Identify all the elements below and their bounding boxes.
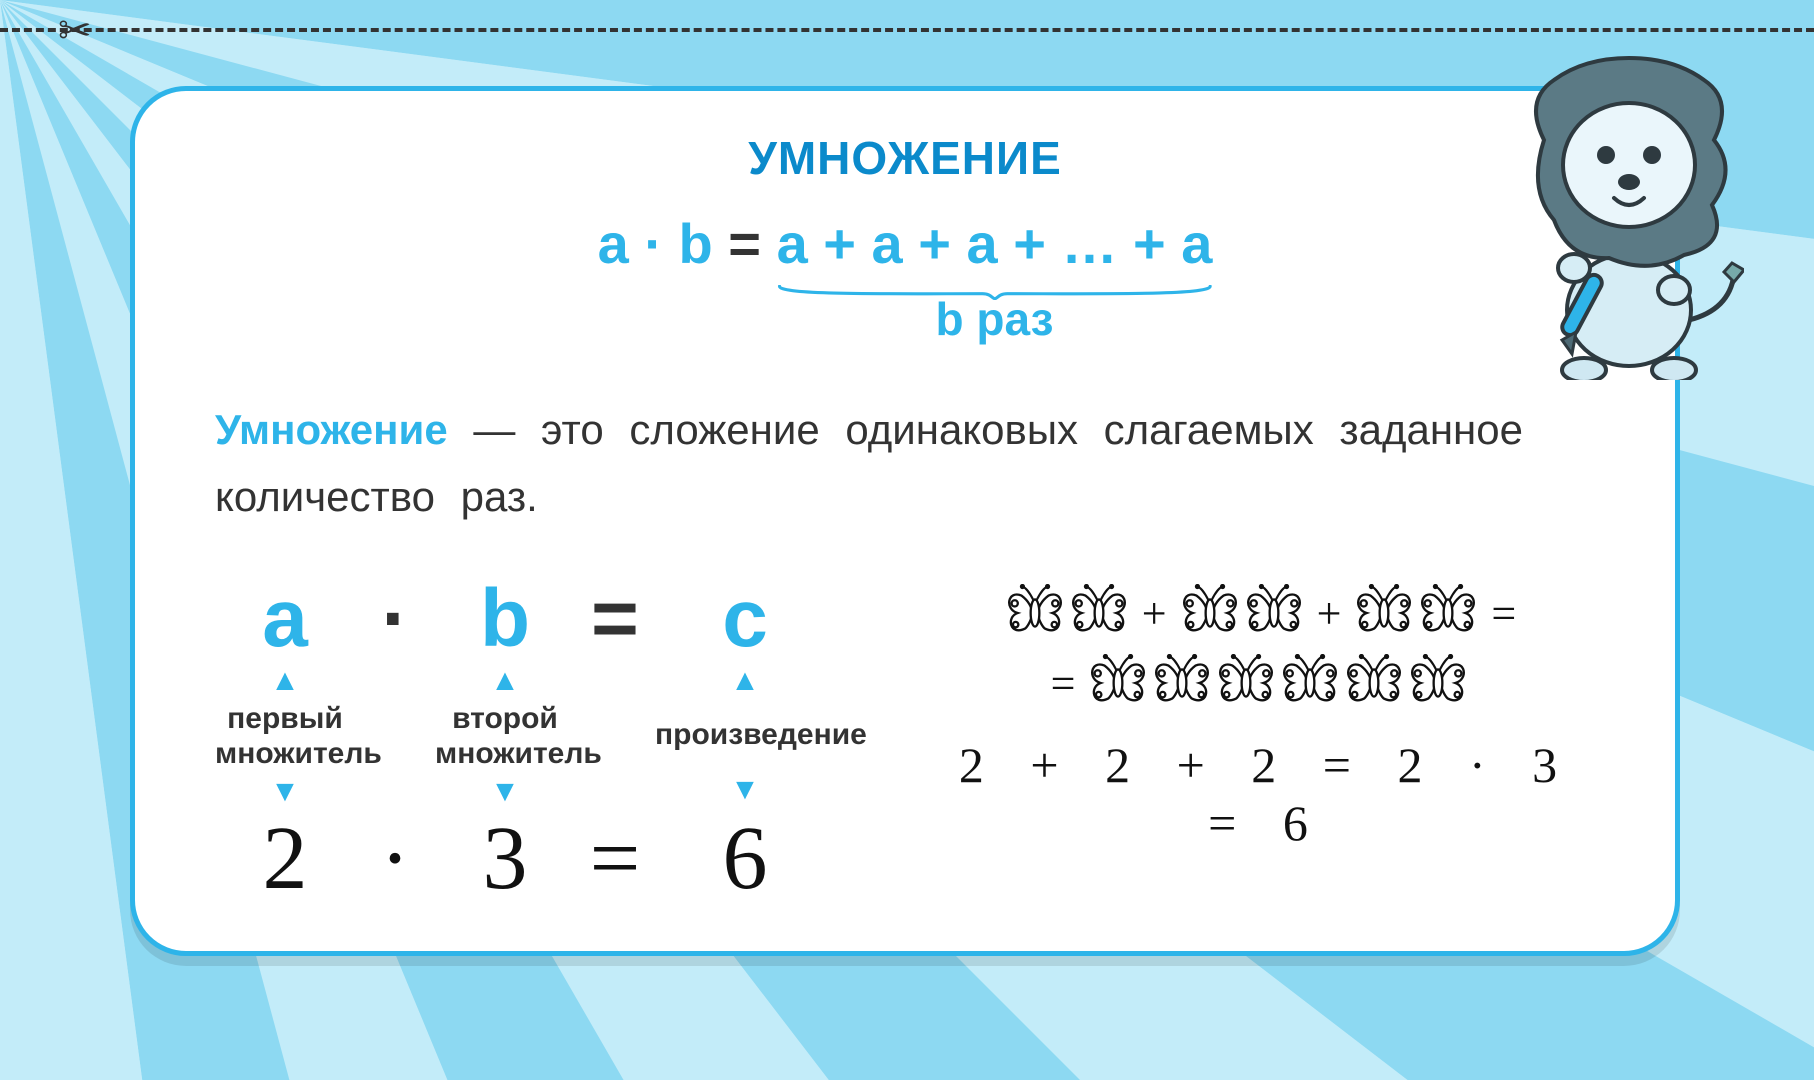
num-b: 3 [435,807,575,910]
formula-dot: · [644,212,663,275]
definition-keyword: Умножение [215,406,448,453]
card-title: УМНОЖЕНИЕ [215,131,1595,185]
first-l1: первый [227,702,343,735]
arrow-up-icon: ▲ [655,666,835,696]
term-b-cell: b ▲ второймножитель ▼ [435,572,575,807]
second-l2: множитель [435,737,602,770]
term-a-cell: a ▲ первыймножитель ▼ [215,572,355,807]
butterfly-icon [1087,654,1149,712]
arrow-down-icon: ▼ [655,775,835,805]
plus-sign: + [1142,588,1167,639]
pictorial-panel: + + [925,572,1595,910]
first-l2: множитель [215,737,382,770]
butterfly-group [1179,584,1305,642]
butterfly-group [1004,584,1130,642]
num-dot: · [355,807,435,910]
eq-sign: = [1051,658,1076,709]
butterfly-icon [1343,654,1405,712]
term-b: b [480,573,530,664]
arrow-up-icon: ▲ [215,666,355,696]
terms-panel: a ▲ первыймножитель ▼ · b ▲ второймножит… [215,572,885,910]
formula-b: b [679,212,713,275]
main-formula: a · b = a + a + a + … + a b раз [215,211,1595,276]
num-c: 6 [655,807,835,910]
term-a: a [262,573,308,664]
lion-mascot [1514,50,1744,385]
butterfly-icon [1243,584,1305,642]
formula-rhs: a + a + a + … + a [777,212,1213,275]
butterfly-group [1353,584,1479,642]
plus-sign: = [1491,588,1516,639]
scissors-icon: ✂ [58,8,92,54]
butterfly-icon [1353,584,1415,642]
second-l1: второй [452,702,558,735]
butterfly-icon [1279,654,1341,712]
butterfly-icon [1179,584,1241,642]
term-c-cell: c ▲ произведение ▼ [655,572,835,805]
num-a: 2 [215,807,355,910]
num-eq: = [575,807,655,910]
butterfly-row-1: + + [925,584,1595,642]
numeric-example-row: 2 · 3 = 6 [215,807,885,910]
butterfly-icon [1068,584,1130,642]
butterfly-icon [1151,654,1213,712]
plus-sign: + [1317,588,1342,639]
brace-label: b раз [935,292,1053,346]
formula-rhs-group: a + a + a + … + a b раз [777,211,1213,276]
pictorial-equation: 2 + 2 + 2 = 2 · 3 = 6 [925,736,1595,852]
butterfly-icon [1215,654,1277,712]
formula-eq: = [728,212,761,275]
formula-a: a [598,212,629,275]
eq-op: = [575,572,655,666]
butterfly-icon [1417,584,1479,642]
butterfly-group [1087,654,1469,712]
butterfly-icon [1004,584,1066,642]
cut-line [0,28,1814,32]
product-label: произведение [655,718,867,751]
definition-text: Умножение — это сложение одинаковых слаг… [215,396,1595,530]
arrow-down-icon: ▼ [435,777,575,807]
dot-op: · [355,572,435,666]
arrow-down-icon: ▼ [215,777,355,807]
content-card: 1 УМНОЖЕНИЕ a · b = a + a + a + … + a b … [130,86,1680,956]
butterfly-icon [1407,654,1469,712]
term-c: c [722,573,768,664]
butterfly-row-2: = [925,654,1595,712]
arrow-up-icon: ▲ [435,666,575,696]
